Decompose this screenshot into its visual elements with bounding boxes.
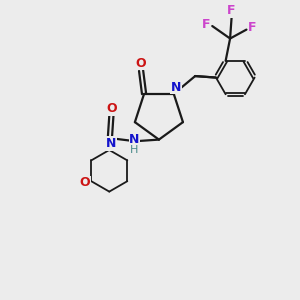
Text: F: F [248, 21, 256, 34]
Text: N: N [171, 81, 181, 94]
Text: N: N [129, 133, 140, 146]
Text: N: N [106, 137, 116, 150]
Text: O: O [80, 176, 90, 189]
Text: F: F [227, 4, 236, 17]
Text: F: F [202, 18, 211, 31]
Text: H: H [130, 145, 139, 155]
Text: O: O [136, 57, 146, 70]
Text: O: O [106, 102, 117, 115]
